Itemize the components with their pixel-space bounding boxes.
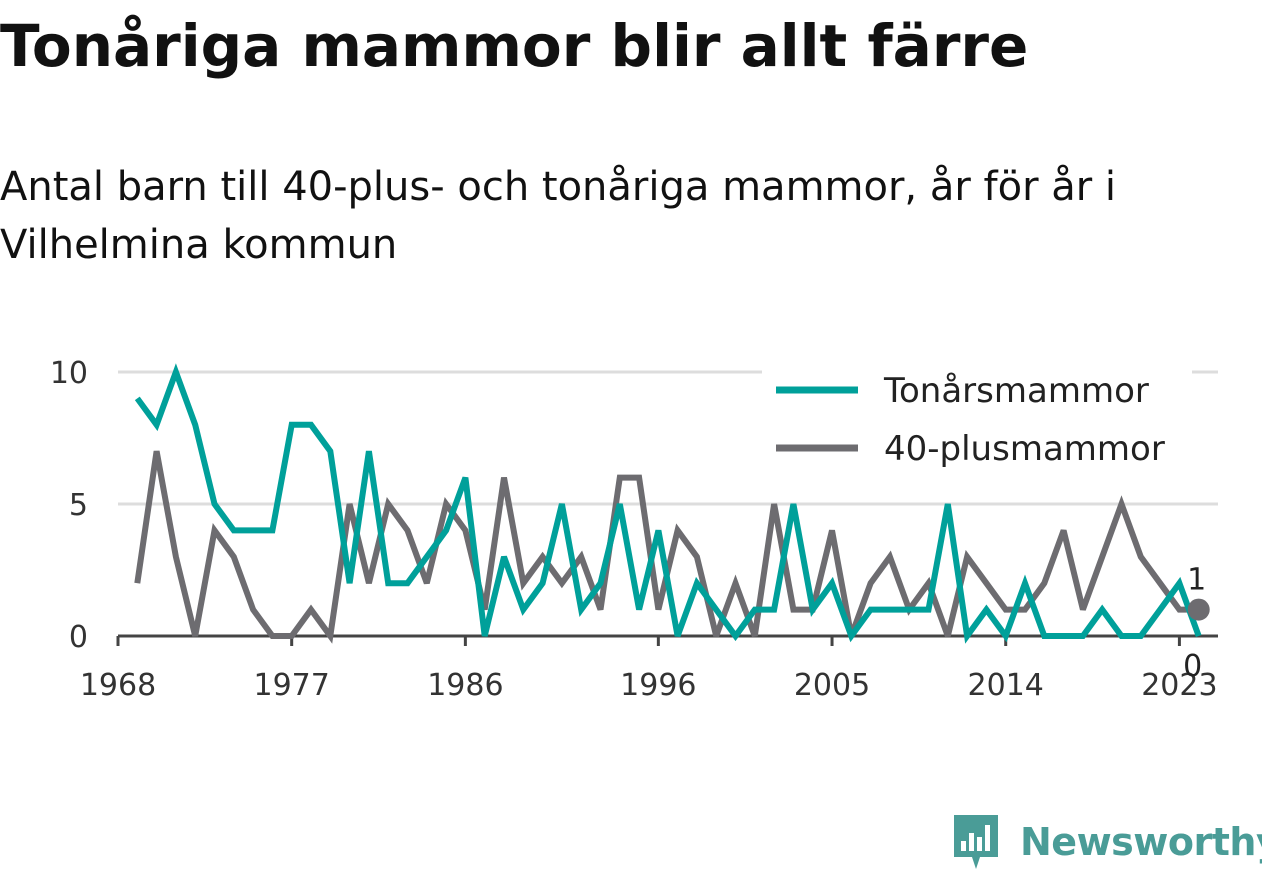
brand-logo: Newsworthy xyxy=(950,812,1262,872)
end-label-fortiplusmammor: 1 xyxy=(1187,563,1206,598)
legend-label: 40-plusmammor xyxy=(884,429,1165,469)
y-tick-label: 0 xyxy=(69,620,88,655)
brand-name: Newsworthy xyxy=(1020,820,1262,864)
end-label-tonarsmammor: 0 xyxy=(1183,649,1202,684)
end-markers: 10 xyxy=(1183,563,1210,684)
x-tick-label: 1986 xyxy=(427,668,503,703)
x-tick-label: 1996 xyxy=(620,668,696,703)
series-lines xyxy=(134,363,1202,644)
chart-subtitle: Antal barn till 40-plus- och tonåriga ma… xyxy=(0,164,1117,268)
x-tick-label: 2023 xyxy=(1141,668,1217,703)
newsworthy-logo-icon xyxy=(954,815,998,869)
chart-title: Tonåriga mammor blir allt färre xyxy=(0,12,1029,80)
x-tick-label: 1968 xyxy=(80,668,156,703)
y-tick-label: 5 xyxy=(69,488,88,523)
x-tick-label: 2005 xyxy=(794,668,870,703)
x-tick-label: 2014 xyxy=(968,668,1044,703)
legend-label: Tonårsmammor xyxy=(883,371,1149,411)
legend-background xyxy=(762,360,1192,480)
y-tick-label: 10 xyxy=(50,356,88,391)
series-line-tonarsmammor xyxy=(134,363,1202,644)
legend: Tonårsmammor 40-plusmammor xyxy=(762,360,1192,480)
x-tick-label: 1977 xyxy=(254,668,330,703)
end-point-fortiplusmammor xyxy=(1187,598,1210,621)
